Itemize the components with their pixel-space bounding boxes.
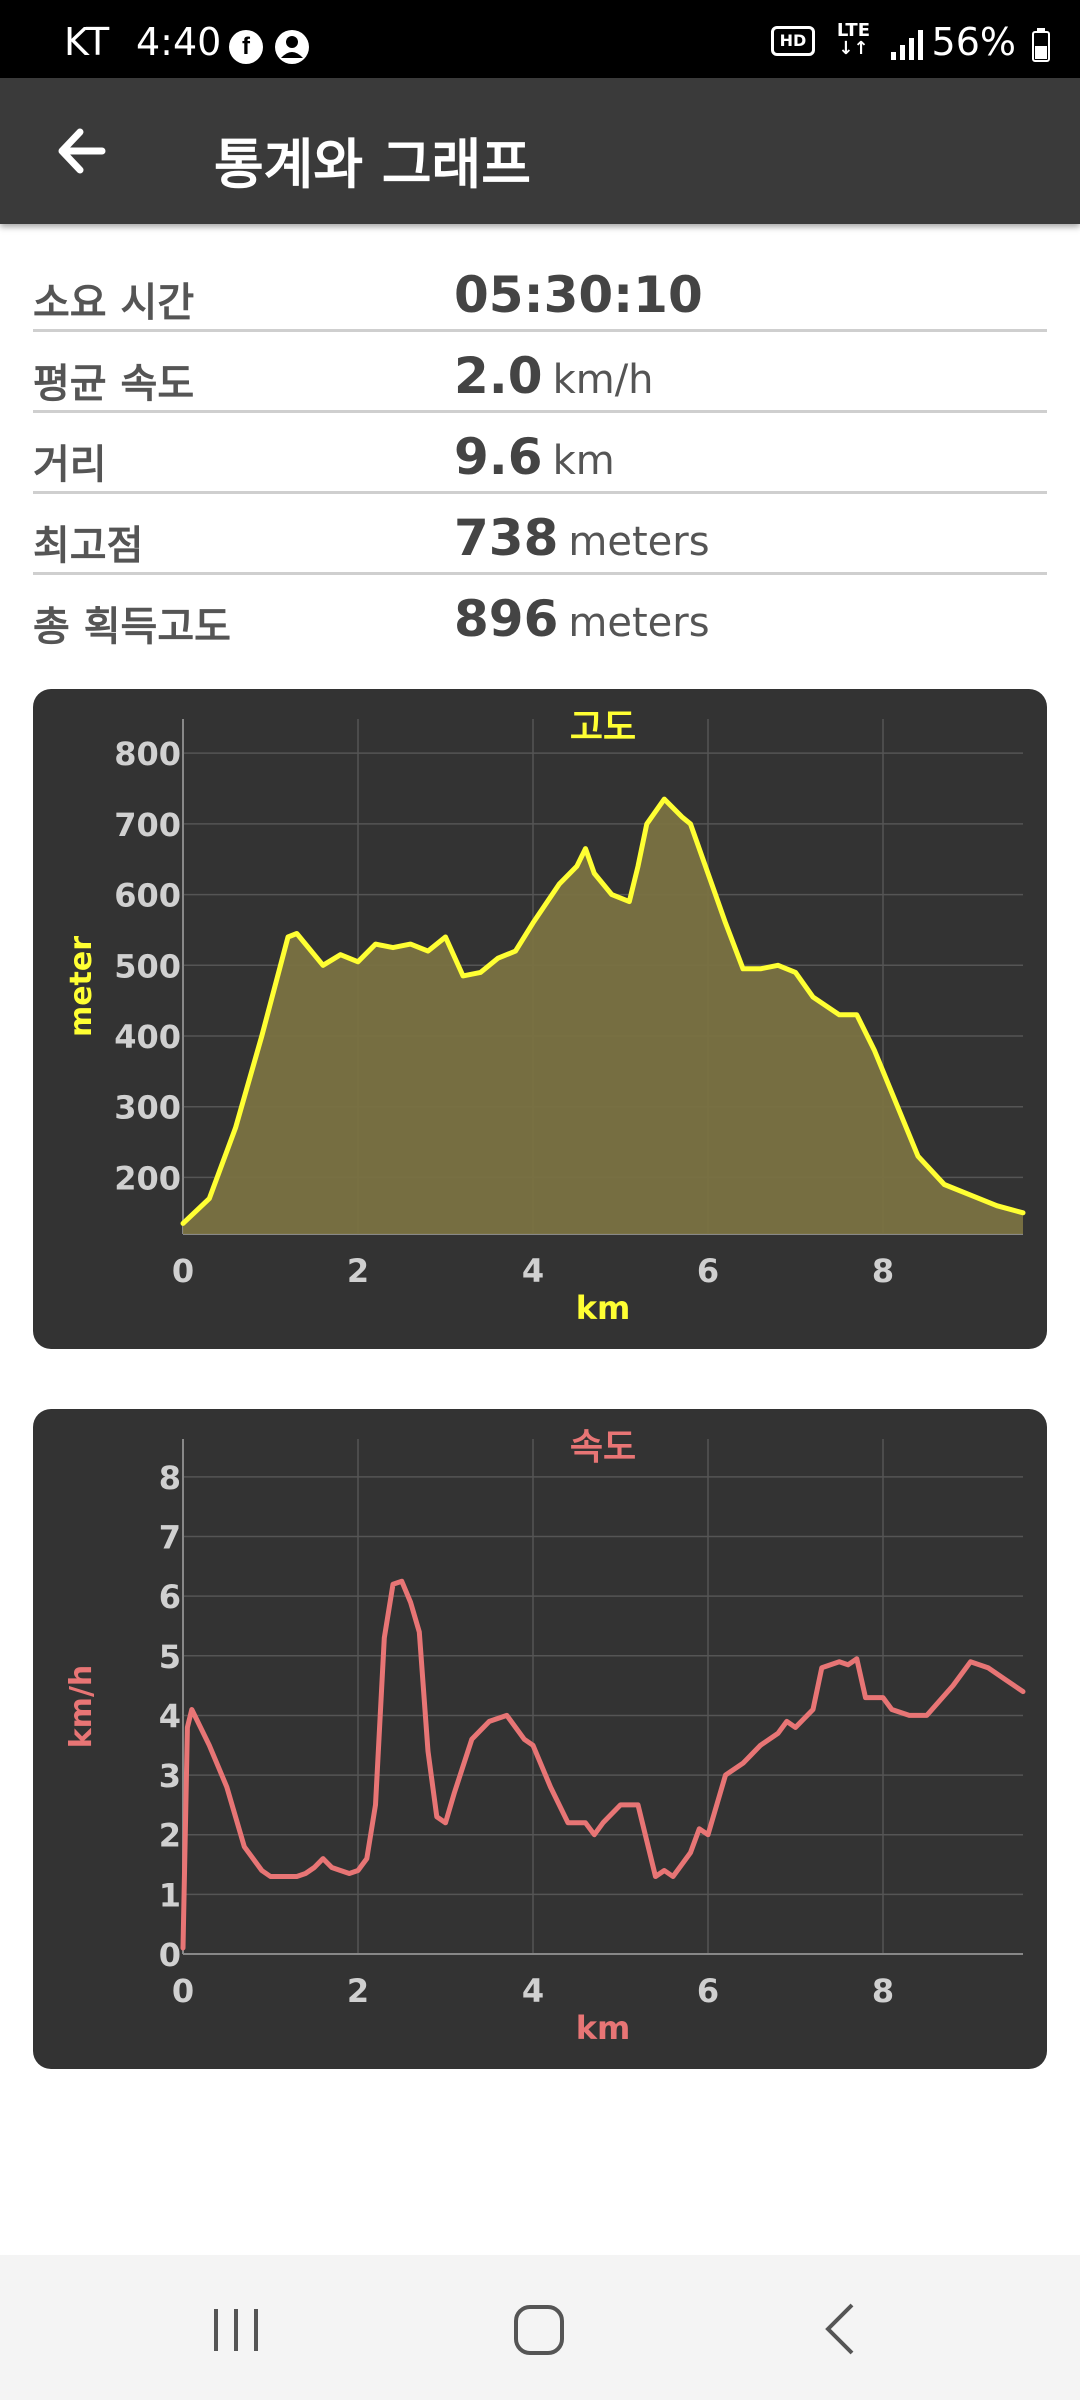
elevation-chart: 0 2 4 6 8 200 300 400 500 600 700 800 고도 km meter: [64, 707, 1026, 1327]
stat-row-total-ascent: 총 획득고도 896 meters: [33, 576, 1047, 656]
x-tick-label: 0: [172, 1252, 194, 1290]
y-tick-label: 700: [114, 806, 181, 844]
clock: 4:40: [136, 20, 222, 64]
y-tick-label: 800: [114, 735, 181, 773]
y-tick-label: 6: [159, 1578, 181, 1616]
y-tick-label: 3: [159, 1757, 181, 1795]
hd-voice-icon: HD: [771, 26, 815, 56]
x-tick-label: 6: [697, 1972, 719, 2010]
y-tick-label: 8: [159, 1459, 181, 1497]
carrier-label: KT: [64, 20, 110, 64]
y-tick-label: 4: [159, 1697, 181, 1735]
stat-unit: meters: [568, 600, 710, 646]
stat-value: 05:30:10: [454, 266, 703, 324]
y-tick-label: 0: [159, 1936, 181, 1974]
x-tick-label: 6: [697, 1252, 719, 1290]
stat-unit: km/h: [552, 357, 654, 403]
stat-label: 소요 시간: [33, 280, 195, 326]
stat-value: 896: [454, 590, 559, 648]
facebook-icon: f: [229, 30, 263, 64]
y-tick-label: 200: [114, 1159, 181, 1197]
home-icon[interactable]: [500, 2299, 580, 2359]
stat-row-avg-speed: 평균 속도 2.0 km/h: [33, 333, 1047, 413]
chart-title: 고도: [570, 707, 636, 748]
area-fill: [183, 799, 1023, 1234]
back-icon[interactable]: [800, 2299, 880, 2359]
y-tick-label: 1: [159, 1876, 181, 1914]
arrow-left-icon[interactable]: [40, 116, 130, 186]
series-line: [180, 1578, 1026, 1951]
stat-value: 738: [454, 509, 559, 567]
elevation-chart-card: 0 2 4 6 8 200 300 400 500 600 700 800 고도 km meter: [33, 689, 1047, 1349]
y-tick-label: 7: [159, 1519, 181, 1557]
app-bar: 통계와 그래프: [0, 78, 1080, 224]
battery-percent: 56%: [931, 20, 1016, 64]
account-icon: [275, 30, 309, 64]
recent-apps-icon[interactable]: [196, 2299, 276, 2359]
stat-unit: meters: [568, 519, 710, 565]
x-tick-label: 8: [872, 1252, 894, 1290]
x-tick-label: 2: [347, 1972, 369, 2010]
x-tick-label: 2: [347, 1252, 369, 1290]
speed-chart-card: 0 2 4 6 8 0 1 2 3 4 5 6 7 8 속도 km km/h: [33, 1409, 1047, 2069]
x-tick-label: 8: [872, 1972, 894, 2010]
x-axis-label: km: [576, 2009, 631, 2047]
stats-table: 소요 시간 05:30:10 평균 속도 2.0 km/h 거리 9.6 km 최고…: [33, 252, 1047, 657]
stat-row-max-elevation: 최고점 738 meters: [33, 495, 1047, 575]
stat-row-duration: 소요 시간 05:30:10: [33, 252, 1047, 332]
speed-chart: 0 2 4 6 8 0 1 2 3 4 5 6 7 8 속도 km km/h: [64, 1427, 1026, 2047]
x-tick-label: 4: [522, 1972, 544, 2010]
y-tick-label: 300: [114, 1089, 181, 1127]
series-line: [180, 796, 1026, 1226]
navigation-bar: [0, 2255, 1080, 2400]
x-tick-label: 0: [172, 1972, 194, 2010]
page-title: 통계와 그래프: [214, 133, 531, 196]
x-axis-label: km: [576, 1289, 631, 1327]
battery-icon: [1032, 28, 1050, 62]
stat-unit: km: [552, 438, 615, 484]
y-tick-label: 400: [114, 1018, 181, 1056]
stat-value: 2.0: [454, 347, 543, 405]
y-axis-label: meter: [64, 936, 99, 1037]
stat-row-distance: 거리 9.6 km: [33, 414, 1047, 494]
x-tick-label: 4: [522, 1252, 544, 1290]
y-tick-label: 5: [159, 1638, 181, 1676]
chart-title: 속도: [570, 1427, 636, 1468]
stat-value: 9.6: [454, 428, 543, 486]
signal-icon: [891, 30, 923, 60]
lte-icon: LTE ↓↑: [836, 20, 870, 59]
y-tick-label: 500: [114, 947, 181, 985]
status-bar: KT 4:40 f HD LTE ↓↑ 56%: [0, 0, 1080, 78]
stat-label: 최고점: [33, 523, 144, 569]
stat-label: 거리: [33, 442, 107, 488]
y-axis-label: km/h: [64, 1665, 99, 1749]
y-tick-label: 600: [114, 877, 181, 915]
stat-label: 총 획득고도: [33, 604, 231, 650]
y-tick-label: 2: [159, 1817, 181, 1855]
stat-label: 평균 속도: [33, 361, 195, 407]
